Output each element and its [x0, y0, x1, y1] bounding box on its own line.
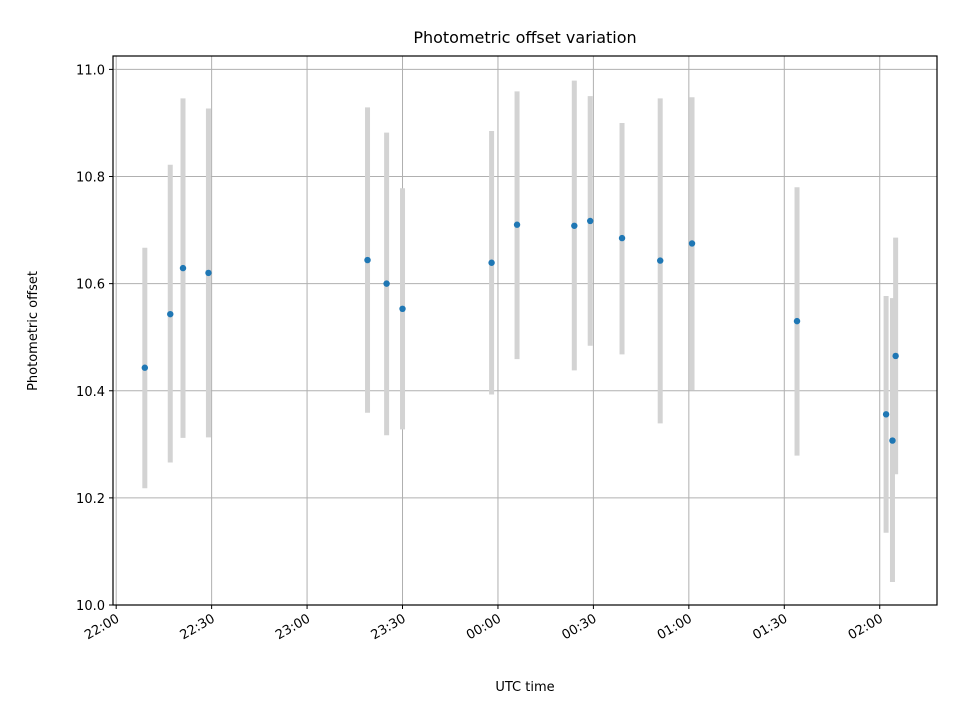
data-point — [383, 280, 390, 287]
x-tick-label: 00:30 — [559, 611, 599, 643]
y-tick-label: 10.0 — [76, 599, 105, 614]
x-tick-label: 01:30 — [750, 611, 790, 643]
x-tick-label: 22:00 — [82, 611, 122, 643]
data-point — [882, 411, 890, 418]
data-point — [488, 259, 495, 266]
data-point — [618, 234, 626, 242]
x-tick-label: 00:00 — [464, 611, 504, 643]
y-tick-label: 10.4 — [76, 385, 105, 400]
data-point — [364, 256, 371, 264]
x-tick-label: 02:00 — [846, 611, 886, 643]
data-point — [688, 240, 696, 247]
data-point — [892, 352, 899, 360]
x-axis-label: UTC time — [495, 680, 554, 695]
tick-layer: 10.0 10.2 10.4 10.6 10.8 11.0 22:00 22:30 23:00 2… — [76, 63, 886, 643]
point-layer — [141, 217, 899, 444]
y-tick-label: 10.2 — [76, 492, 105, 507]
data-point — [513, 221, 521, 228]
errorbar-layer — [142, 80, 899, 582]
x-tick-label: 01:00 — [655, 611, 695, 643]
data-point — [587, 217, 594, 225]
chart-title: Photometric offset variation — [413, 28, 636, 47]
x-tick-label: 22:30 — [178, 611, 218, 643]
data-point — [793, 317, 801, 325]
data-point — [399, 305, 406, 313]
y-tick-label: 10.8 — [76, 171, 105, 186]
data-point — [889, 437, 896, 444]
data-point — [205, 269, 212, 277]
data-point — [657, 257, 664, 264]
y-axis-label: Photometric offset — [26, 271, 41, 391]
data-point — [167, 310, 174, 318]
x-tick-label: 23:30 — [369, 611, 409, 643]
data-point — [571, 222, 578, 229]
y-tick-label: 11.0 — [76, 63, 105, 78]
data-point — [141, 364, 149, 371]
y-tick-label: 10.6 — [76, 278, 105, 293]
plot-frame — [112, 55, 938, 606]
data-point — [179, 264, 187, 272]
grid-layer — [113, 56, 937, 606]
x-tick-label: 23:00 — [273, 611, 313, 643]
